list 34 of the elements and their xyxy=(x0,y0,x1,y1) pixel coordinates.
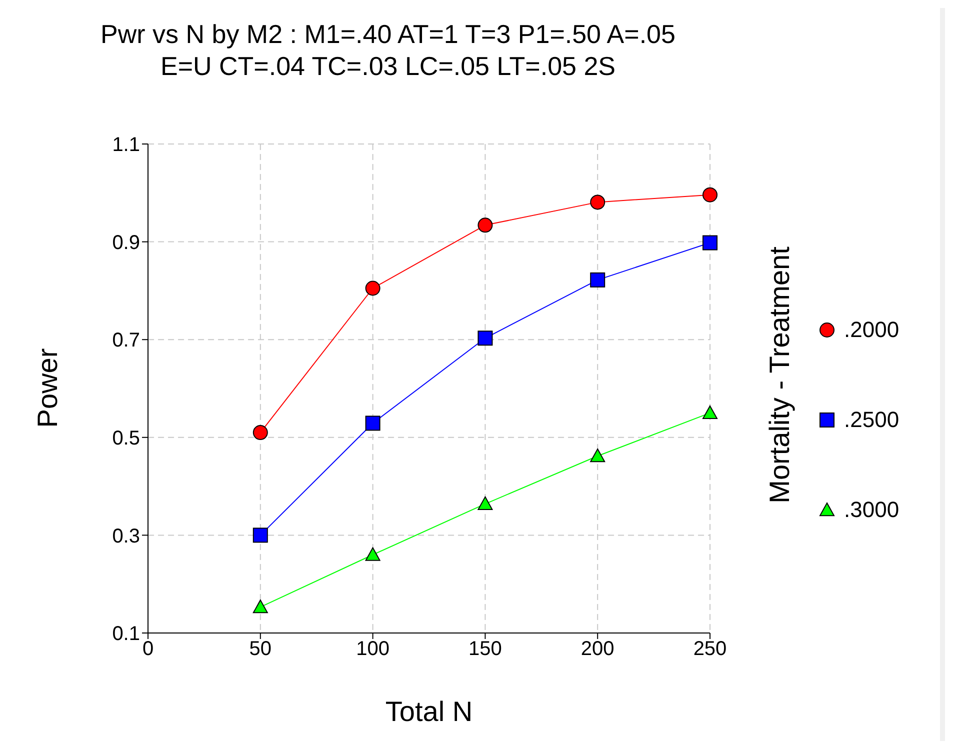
point xyxy=(252,528,268,543)
point xyxy=(478,496,493,510)
y-tick-label: 0.9 xyxy=(112,232,140,254)
point xyxy=(365,547,380,561)
y-tick-label: 0.3 xyxy=(112,525,140,548)
x-tick-label: 0 xyxy=(142,638,154,660)
point xyxy=(702,187,718,202)
point xyxy=(365,416,380,431)
y-tick-label: 0.7 xyxy=(112,330,140,352)
legend-label: .3000 xyxy=(844,497,900,523)
x-axis-title: Total N xyxy=(384,696,474,728)
point xyxy=(478,218,493,233)
x-tick-label: 100 xyxy=(356,638,390,660)
x-tick-label: 150 xyxy=(468,638,502,660)
y-tick-label: 0.1 xyxy=(112,623,140,646)
y-tick-label: 1.1 xyxy=(112,134,140,156)
point xyxy=(252,425,268,440)
legend-label: .2500 xyxy=(844,407,900,433)
point xyxy=(702,405,718,420)
point xyxy=(590,448,606,462)
y-axis-title: Power xyxy=(32,348,64,428)
x-tick-label: 250 xyxy=(693,638,727,660)
point xyxy=(702,235,718,250)
point xyxy=(478,330,493,346)
point xyxy=(590,194,606,210)
legend-title: Mortality - Treatment xyxy=(764,246,796,504)
y-tick-label: 0.5 xyxy=(112,428,140,450)
x-tick-label: 200 xyxy=(580,638,614,660)
point xyxy=(590,272,606,288)
legend-label: .2000 xyxy=(844,317,900,343)
point xyxy=(365,280,380,296)
point xyxy=(252,600,268,614)
chart-title: Pwr vs N by M2 : M1=.40 AT=1 T=3 P1=.50 A=.05 E=U CT=.04 TC=.03 LC=.05 LT=.05 2S xyxy=(100,18,676,82)
x-tick-label: 50 xyxy=(249,638,272,660)
